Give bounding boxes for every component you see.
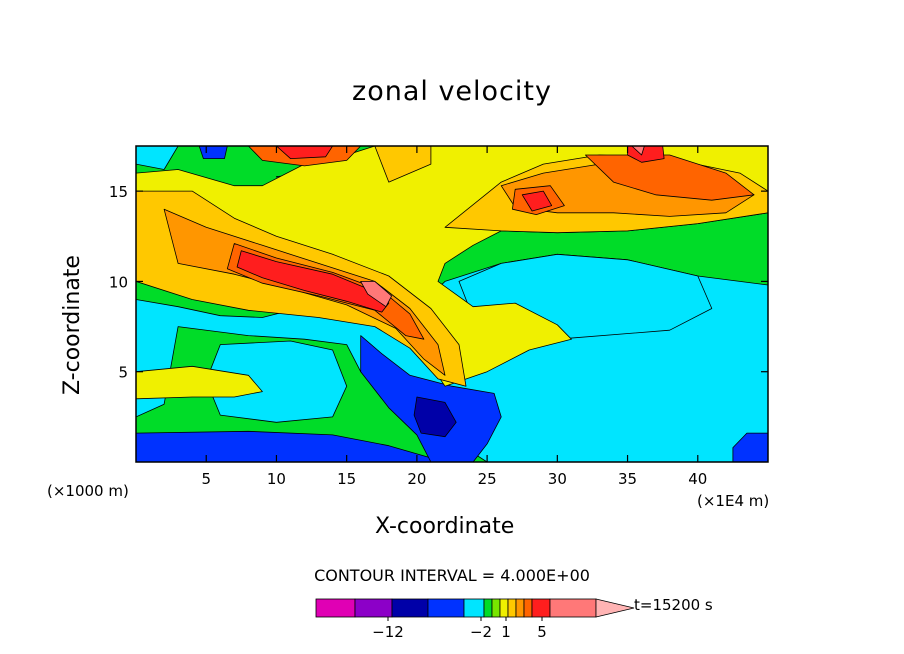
x-tick-label-0: 5 bbox=[201, 470, 211, 488]
contour-regions bbox=[136, 146, 768, 462]
colorbar-swatch-9 bbox=[515, 598, 525, 618]
contour-region-5 bbox=[136, 365, 263, 400]
x-tick-label-6: 35 bbox=[618, 470, 637, 488]
colorbar-label-3: 5 bbox=[537, 623, 547, 641]
contour-region-24 bbox=[275, 146, 334, 160]
colorbar-swatch-6 bbox=[491, 598, 501, 618]
contour-region-9 bbox=[413, 396, 457, 438]
x-axis-unit: (×1E4 m) bbox=[697, 492, 770, 510]
x-tick-label-1: 10 bbox=[267, 470, 286, 488]
y-tick-label-0: 5 bbox=[118, 364, 128, 382]
time-stamp: t=15200 s bbox=[634, 596, 713, 614]
colorbar: −12 −2 1 5 bbox=[315, 598, 635, 641]
contour-region-27 bbox=[360, 280, 393, 308]
contour-region-12 bbox=[732, 432, 768, 462]
colorbar-label-0: −12 bbox=[372, 623, 404, 641]
x-tick-label-3: 20 bbox=[407, 470, 426, 488]
colorbar-swatch-1 bbox=[354, 598, 393, 618]
axes: 5 10 15 20 25 30 35 40 5 10 15 bbox=[109, 145, 769, 488]
contour-region-7 bbox=[136, 430, 446, 462]
colorbar-swatch-10 bbox=[523, 598, 533, 618]
colorbar-swatch-4 bbox=[463, 598, 485, 618]
y-tick-label-2: 15 bbox=[109, 183, 128, 201]
plot-frame bbox=[135, 145, 769, 463]
colorbar-arrow bbox=[595, 598, 635, 618]
x-axis-label: X-coordinate bbox=[375, 514, 515, 539]
colorbar-swatch-11 bbox=[531, 598, 551, 618]
contour-region-11 bbox=[198, 146, 228, 160]
y-axis-label: Z-coordinate bbox=[60, 255, 85, 395]
contour-region-25 bbox=[521, 190, 553, 212]
contour-region-8 bbox=[360, 335, 502, 462]
colorbar-swatch-8 bbox=[507, 598, 517, 618]
colorbar-label-1: −2 bbox=[470, 623, 492, 641]
colorbar-swatch-3 bbox=[427, 598, 465, 618]
x-tick-label-5: 30 bbox=[548, 470, 567, 488]
y-tick-label-1: 10 bbox=[109, 273, 128, 291]
contour-interval-text: CONTOUR INTERVAL = 4.000E+00 bbox=[314, 566, 590, 585]
y-axis-unit: (×1000 m) bbox=[47, 482, 129, 500]
colorbar-swatch-2 bbox=[391, 598, 429, 618]
x-tick-label-7: 40 bbox=[688, 470, 707, 488]
colorbar-label-2: 1 bbox=[501, 623, 511, 641]
x-tick-label-2: 15 bbox=[337, 470, 356, 488]
colorbar-swatch-5 bbox=[483, 598, 493, 618]
contour-region-15 bbox=[374, 146, 432, 183]
contour-region-23 bbox=[236, 250, 390, 313]
colorbar-swatch-0 bbox=[315, 598, 356, 618]
contour-region-21 bbox=[585, 154, 755, 201]
chart-title: zonal velocity bbox=[352, 76, 552, 107]
x-tick-label-4: 25 bbox=[478, 470, 497, 488]
contour-region-28 bbox=[631, 146, 645, 156]
colorbar-swatch-7 bbox=[499, 598, 509, 618]
colorbar-swatch-12 bbox=[549, 598, 597, 618]
